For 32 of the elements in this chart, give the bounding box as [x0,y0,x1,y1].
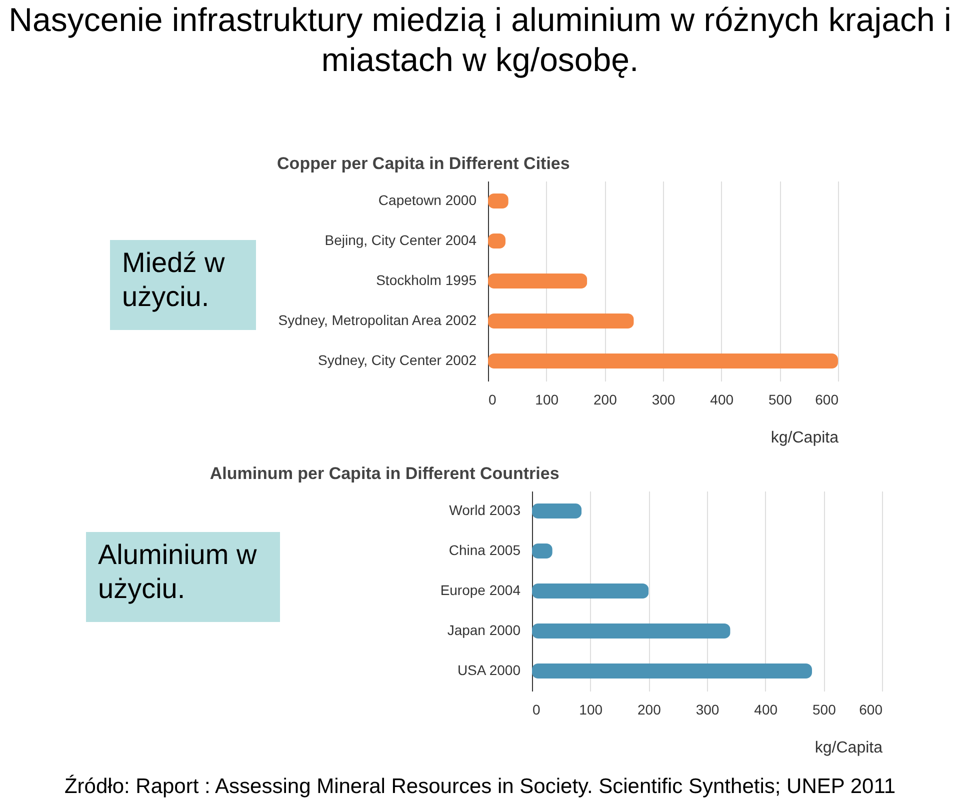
x-tick-label: 0 [532,702,540,718]
y-tick-label: Sydney, Metropolitan Area 2002 [278,312,477,328]
y-tick-label: Capetown 2000 [378,192,477,208]
x-axis-title: kg/Capita [814,740,883,756]
y-tick-label: Stockholm 1995 [376,272,477,288]
x-tick-label: 600 [815,392,839,408]
x-tick-label: 100 [579,702,603,718]
y-tick-label: USA 2000 [457,662,521,678]
x-tick-label: 100 [535,392,559,408]
x-tick-label: 0 [488,392,496,408]
y-tick-label: World 2003 [449,502,521,518]
y-tick-label: Bejing, City Center 2004 [324,232,477,248]
x-tick-label: 500 [768,392,792,408]
chart-title: Nasycenie infrastruktury miedzią i aluminium w różnych krajach i miastach w kg/osobę. [8,0,952,80]
x-axis-title: kg/Capita [770,430,839,446]
text: Aluminium w użyciu. [86,532,280,622]
text: Aluminum per Capita in Different Countries [210,464,560,483]
text: Miedź w użyciu. [110,240,256,330]
y-tick-label: Europe 2004 [440,582,521,598]
x-tick-label: 500 [812,702,836,718]
x-tick-label: 300 [652,392,676,408]
x-tick-label: 200 [593,392,618,408]
y-tick-label: Japan 2000 [447,622,521,638]
y-tick-label: Sydney, City Center 2002 [318,352,477,368]
x-tick-label: 200 [637,702,662,718]
y-tick-label: China 2005 [448,542,521,558]
x-tick-label: 600 [859,702,883,718]
x-tick-label: 300 [696,702,720,718]
text: Źródło: Raport : Assessing Mineral Resources in Society. Scientific Synthetis; UNEP 2011 [63,775,897,799]
x-tick-label: 400 [710,392,734,408]
x-tick-label: 400 [754,702,778,718]
chart-subtitle: Copper per Capita in Different Cities [277,154,570,173]
